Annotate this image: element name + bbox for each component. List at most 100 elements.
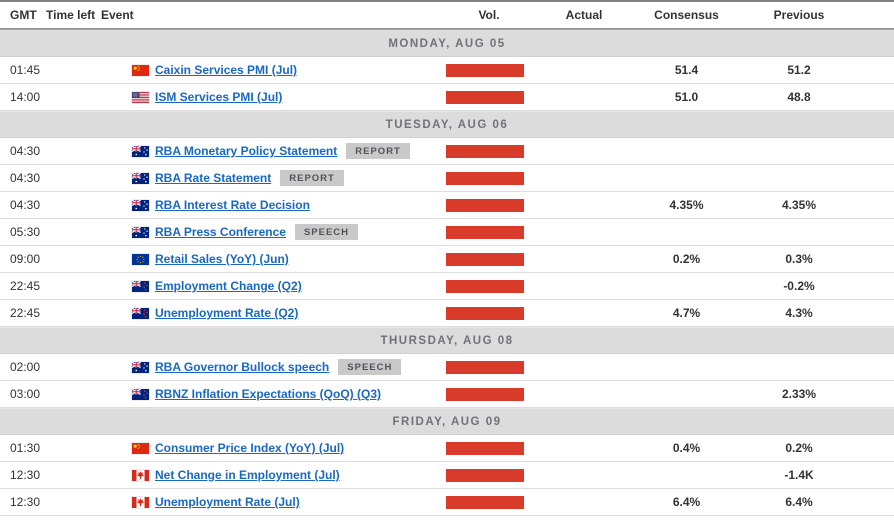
- event-row: 22:45 Unemployment Rate (Q2) 4.7% 4.3%: [0, 300, 894, 327]
- column-header-consensus: Consensus: [654, 8, 719, 22]
- event-link[interactable]: Unemployment Rate (Q2): [155, 306, 299, 320]
- event-gmt-time: 04:30: [10, 171, 41, 185]
- volatility-cell: [439, 90, 539, 104]
- event-cell: RBA Governor Bullock speech SPEECH: [101, 359, 439, 375]
- event-cell: RBNZ Inflation Expectations (QoQ) (Q3): [101, 387, 439, 401]
- day-header-row: THURSDAY, AUG 08: [0, 327, 894, 354]
- day-header-label: THURSDAY, AUG 08: [380, 334, 514, 347]
- australia-flag-icon: [132, 361, 149, 373]
- day-header-label: TUESDAY, AUG 06: [385, 118, 509, 131]
- consensus-value: 4.7%: [672, 306, 701, 320]
- event-gmt-time: 12:30: [10, 468, 41, 482]
- event-gmt-time: 04:30: [10, 198, 41, 212]
- new-zealand-flag-icon: [132, 307, 149, 319]
- volatility-bar-icon: [446, 279, 524, 293]
- column-header-row: GMT Time left Event Vol. Actual Consensu…: [0, 0, 894, 30]
- consensus-value: 51.0: [674, 90, 699, 104]
- volatility-cell: [439, 495, 539, 509]
- event-cell: RBA Interest Rate Decision: [101, 198, 439, 212]
- column-header-previous: Previous: [773, 8, 825, 22]
- previous-value: 4.3%: [785, 306, 813, 320]
- event-type-badge: REPORT: [280, 170, 344, 186]
- event-cell: Unemployment Rate (Jul): [101, 495, 439, 509]
- event-gmt-time: 22:45: [10, 279, 41, 293]
- china-flag-icon: [132, 442, 149, 454]
- australia-flag-icon: [132, 199, 149, 211]
- event-gmt-time: 22:45: [10, 306, 41, 320]
- event-link[interactable]: Employment Change (Q2): [155, 279, 302, 293]
- volatility-bar-icon: [446, 171, 524, 185]
- volatility-bar-icon: [446, 90, 524, 104]
- volatility-cell: [439, 171, 539, 185]
- column-header-time-left: Time left: [46, 8, 96, 22]
- column-header-vol: Vol.: [478, 8, 500, 22]
- event-cell: Caixin Services PMI (Jul): [101, 63, 439, 77]
- volatility-bar-icon: [446, 144, 524, 158]
- event-row: 05:30 RBA Press Conference SPEECH: [0, 219, 894, 246]
- china-flag-icon: [132, 64, 149, 76]
- volatility-bar-icon: [446, 306, 524, 320]
- event-cell: RBA Rate Statement REPORT: [101, 170, 439, 186]
- event-gmt-time: 03:00: [10, 387, 41, 401]
- event-row: 03:00 RBNZ Inflation Expectations (QoQ) …: [0, 381, 894, 408]
- volatility-bar-icon: [446, 441, 524, 455]
- volatility-cell: [439, 360, 539, 374]
- volatility-cell: [439, 198, 539, 212]
- event-row: 01:30 Consumer Price Index (YoY) (Jul) 0…: [0, 435, 894, 462]
- event-cell: ISM Services PMI (Jul): [101, 90, 439, 104]
- consensus-value: 0.2%: [672, 252, 701, 266]
- event-cell: RBA Monetary Policy Statement REPORT: [101, 143, 439, 159]
- previous-value: 2.33%: [781, 387, 817, 401]
- event-row: 04:30 RBA Interest Rate Decision 4.35% 4…: [0, 192, 894, 219]
- previous-value: 48.8: [787, 90, 811, 104]
- event-link[interactable]: RBA Monetary Policy Statement: [155, 144, 338, 158]
- day-header-row: TUESDAY, AUG 06: [0, 111, 894, 138]
- event-row: 22:45 Employment Change (Q2) -0.2%: [0, 273, 894, 300]
- column-header-actual: Actual: [565, 8, 603, 22]
- event-link[interactable]: Consumer Price Index (YoY) (Jul): [155, 441, 345, 455]
- event-row: 14:00 ISM Services PMI (Jul) 51.0 48.8: [0, 84, 894, 111]
- volatility-bar-icon: [446, 468, 524, 482]
- volatility-cell: [439, 63, 539, 77]
- volatility-bar-icon: [446, 495, 524, 509]
- volatility-cell: [439, 225, 539, 239]
- day-header-row: MONDAY, AUG 05: [0, 30, 894, 57]
- column-header-gmt: GMT: [10, 8, 37, 22]
- event-link[interactable]: Retail Sales (YoY) (Jun): [155, 252, 289, 266]
- event-link[interactable]: Unemployment Rate (Jul): [155, 495, 300, 509]
- event-link[interactable]: Net Change in Employment (Jul): [155, 468, 340, 482]
- event-link[interactable]: RBA Rate Statement: [155, 171, 272, 185]
- event-row: 12:30 Unemployment Rate (Jul) 6.4% 6.4%: [0, 489, 894, 516]
- volatility-cell: [439, 387, 539, 401]
- canada-flag-icon: [132, 469, 149, 481]
- previous-value: 6.4%: [785, 495, 813, 509]
- event-row: 12:30 Net Change in Employment (Jul) -1.…: [0, 462, 894, 489]
- volatility-bar-icon: [446, 63, 524, 77]
- event-link[interactable]: ISM Services PMI (Jul): [155, 90, 283, 104]
- event-type-badge: SPEECH: [294, 224, 359, 240]
- volatility-bar-icon: [446, 225, 524, 239]
- volatility-cell: [439, 306, 539, 320]
- consensus-value: 4.35%: [669, 198, 704, 212]
- volatility-bar-icon: [446, 198, 524, 212]
- day-header-label: MONDAY, AUG 05: [388, 37, 506, 50]
- event-gmt-time: 04:30: [10, 144, 41, 158]
- consensus-value: 0.4%: [672, 441, 701, 455]
- event-link[interactable]: RBA Interest Rate Decision: [155, 198, 310, 212]
- event-row: 04:30 RBA Rate Statement REPORT: [0, 165, 894, 192]
- event-cell: Unemployment Rate (Q2): [101, 306, 439, 320]
- event-link[interactable]: Caixin Services PMI (Jul): [155, 63, 298, 77]
- australia-flag-icon: [132, 145, 149, 157]
- event-row: 02:00 RBA Governor Bullock speech SPEECH: [0, 354, 894, 381]
- australia-flag-icon: [132, 226, 149, 238]
- event-gmt-time: 12:30: [10, 495, 41, 509]
- previous-value: 0.3%: [785, 252, 813, 266]
- event-link[interactable]: RBNZ Inflation Expectations (QoQ) (Q3): [155, 387, 382, 401]
- volatility-cell: [439, 441, 539, 455]
- event-row: 09:00 Retail Sales (YoY) (Jun) 0.2% 0.3%: [0, 246, 894, 273]
- event-link[interactable]: RBA Governor Bullock speech: [155, 360, 330, 374]
- event-cell: Consumer Price Index (YoY) (Jul): [101, 441, 439, 455]
- event-link[interactable]: RBA Press Conference: [155, 225, 286, 239]
- consensus-value: 6.4%: [672, 495, 701, 509]
